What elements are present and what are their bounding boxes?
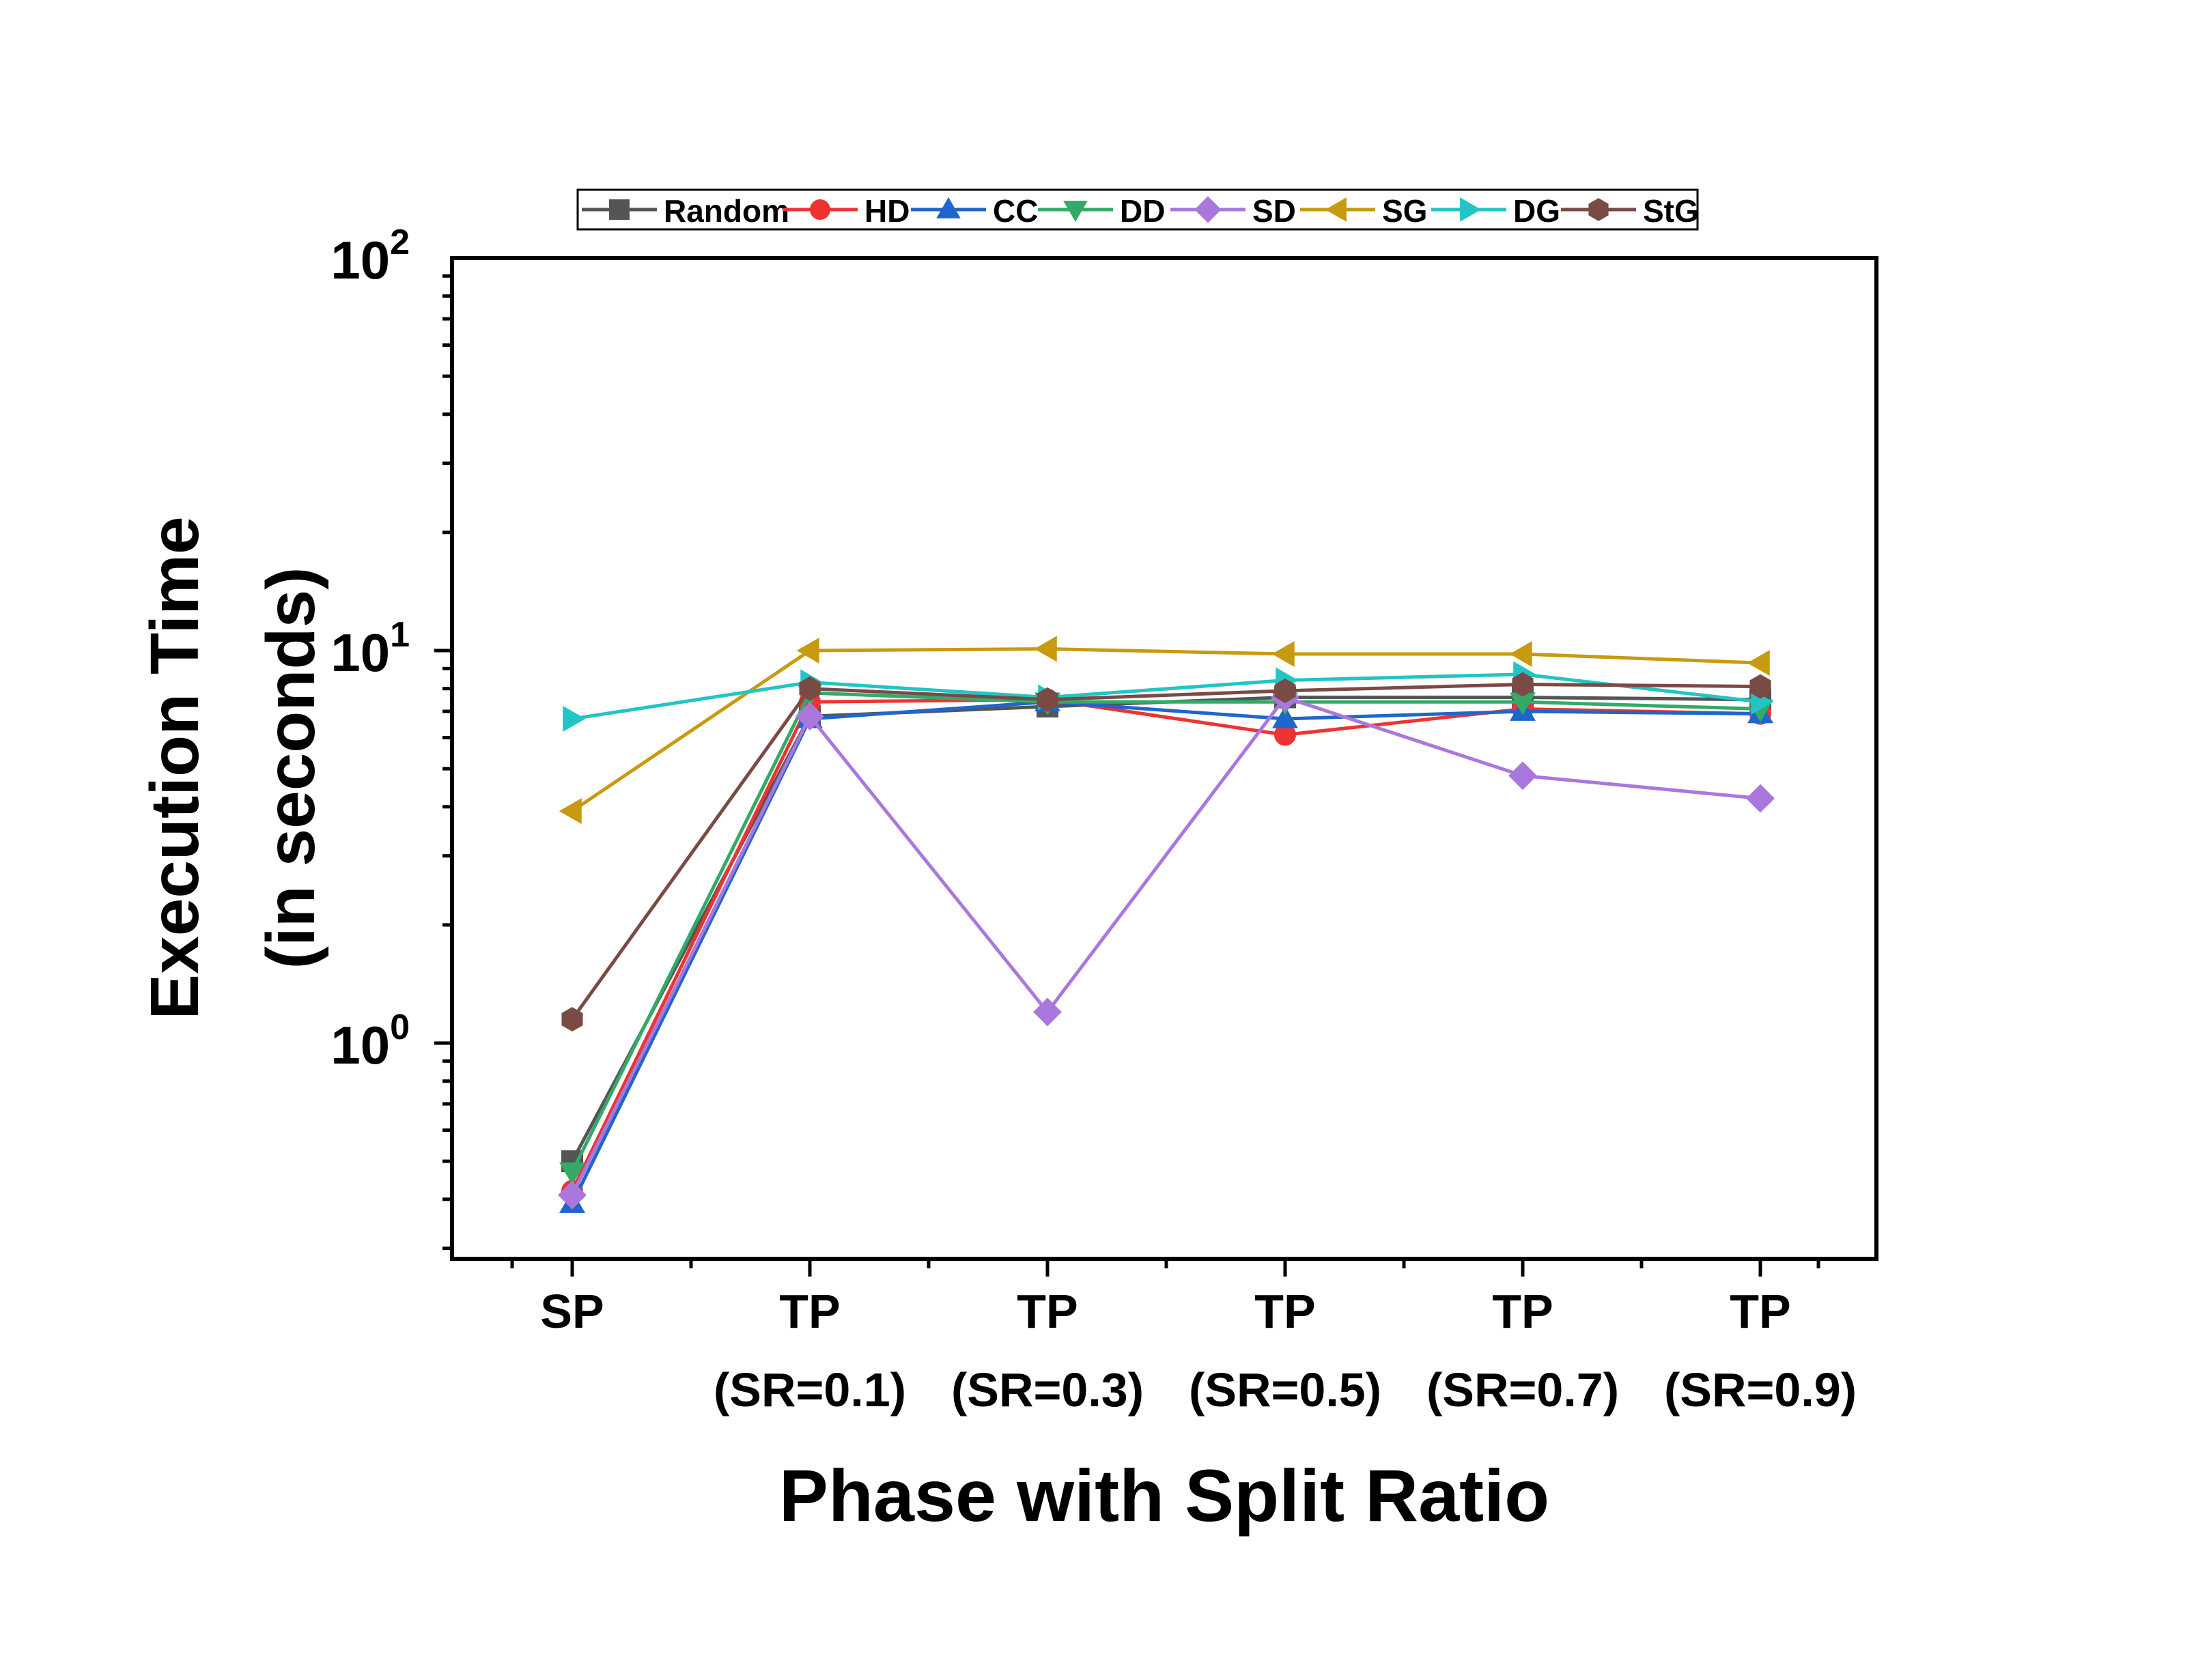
x-tick-label-line-1: TP	[1017, 1285, 1078, 1338]
series-line	[572, 672, 1761, 721]
legend-label: SD	[1252, 193, 1296, 229]
x-tick-labels: SP TP (SR=0.1) TP (SR=0.3) TP (SR=0.5) TP (SR=0.…	[540, 1285, 1857, 1416]
data-point	[561, 1007, 583, 1032]
data-point	[559, 798, 582, 825]
series-sd	[558, 683, 1775, 1210]
x-tick-label-line-2: (SR=0.5)	[1189, 1363, 1381, 1416]
series-line	[570, 696, 1761, 1196]
data-point	[1274, 678, 1296, 703]
legend-marker	[1325, 197, 1347, 222]
series-layer	[558, 636, 1775, 1213]
legend-marker	[1460, 197, 1482, 222]
series-line	[570, 698, 1761, 1192]
legend-marker	[609, 199, 630, 220]
legend-label: CC	[993, 193, 1038, 229]
y-axis-label-line-1: Execution Time	[137, 516, 213, 1019]
data-point	[1749, 674, 1771, 699]
legend-item-sd: SD	[1170, 193, 1296, 229]
data-point	[1033, 997, 1062, 1027]
y-tick-label: 100	[330, 1008, 410, 1075]
axis-ticks	[434, 274, 1820, 1277]
legend-label: DG	[1513, 193, 1560, 229]
series-line	[570, 696, 1761, 1163]
data-point	[559, 1162, 585, 1185]
data-point	[1509, 641, 1532, 668]
data-point	[1508, 761, 1537, 791]
y-tick-label: 101	[330, 615, 410, 683]
legend-marker	[1588, 198, 1609, 221]
data-point	[563, 706, 586, 732]
x-tick-label-line-1: TP	[779, 1285, 840, 1338]
x-axis-label: Phase with Split Ratio	[779, 1454, 1549, 1537]
data-point	[1034, 636, 1057, 662]
legend-item-dd: DD	[1038, 193, 1165, 229]
series-stg	[561, 672, 1771, 1032]
series-cc	[559, 688, 1773, 1213]
x-tick-label-line-2: (SR=0.9)	[1664, 1363, 1857, 1416]
legend-label: StG	[1643, 193, 1699, 229]
legend-item-hd: HD	[783, 193, 910, 229]
legend: Random HD CC DD SD SG DG StG	[576, 188, 1699, 231]
legend-marker	[1194, 196, 1222, 223]
legend-box	[576, 188, 1699, 231]
plot-frame	[450, 256, 1878, 1261]
series-line	[571, 647, 1761, 813]
legend-marker	[810, 199, 830, 220]
series-dd	[559, 683, 1773, 1185]
data-point	[1512, 672, 1534, 697]
y-tick-label: 102	[330, 223, 410, 290]
legend-item-random: Random	[582, 193, 789, 229]
y-tick-labels: 100 101 102	[330, 223, 410, 1075]
series-hd	[561, 688, 1771, 1202]
legend-item-stg: StG	[1561, 193, 1699, 229]
data-point	[796, 702, 824, 731]
legend-label: Random	[664, 193, 789, 229]
series-line	[570, 700, 1761, 1205]
data-point	[558, 1180, 587, 1210]
y-axis-label-line-2: (in seconds)	[253, 567, 329, 969]
legend-label: SG	[1382, 193, 1427, 229]
data-point	[1747, 650, 1770, 677]
x-tick-label-line-1: TP	[1254, 1285, 1315, 1338]
data-point	[1037, 687, 1058, 712]
legend-marker	[1063, 201, 1088, 223]
series-line	[570, 691, 1761, 1173]
legend-marker	[936, 197, 961, 218]
series-sg	[559, 636, 1770, 825]
legend-item-cc: CC	[911, 193, 1038, 229]
x-tick-label-line-2: (SR=0.3)	[951, 1363, 1144, 1416]
legend-item-sg: SG	[1300, 193, 1427, 229]
legend-label: HD	[864, 193, 910, 229]
legend-label: DD	[1120, 193, 1165, 229]
legend-item-dg: DG	[1431, 193, 1560, 229]
series-line	[570, 683, 1761, 1021]
x-tick-label-line-1: SP	[540, 1285, 604, 1338]
data-point	[796, 638, 819, 664]
data-point	[1272, 705, 1298, 728]
x-tick-label-line-1: TP	[1492, 1285, 1553, 1338]
data-point	[1746, 784, 1775, 813]
series-random	[561, 686, 1771, 1173]
x-tick-label-line-2: (SR=0.7)	[1426, 1363, 1619, 1416]
data-point	[799, 676, 821, 701]
x-tick-label-line-2: (SR=0.1)	[714, 1363, 906, 1416]
x-tick-label-line-1: TP	[1730, 1285, 1790, 1338]
data-point	[1271, 641, 1295, 668]
